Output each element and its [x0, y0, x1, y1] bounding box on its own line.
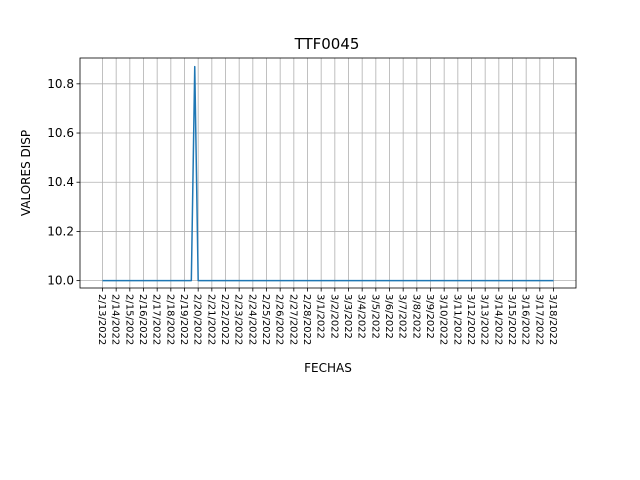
x-tick-label: 2/17/2022	[151, 294, 162, 345]
x-tick-label: 2/20/2022	[192, 294, 203, 345]
plot-frame	[79, 57, 577, 289]
x-tick-label: 3/3/2022	[342, 294, 353, 339]
x-tick-label: 3/18/2022	[547, 294, 558, 345]
series-layer	[102, 65, 554, 282]
x-tick-label: 2/19/2022	[178, 294, 189, 345]
x-tick-label: 3/11/2022	[451, 294, 462, 345]
y-axis-label: VALORES DISP	[19, 130, 33, 216]
x-tick-label: 2/21/2022	[205, 294, 216, 345]
x-tick-label: 2/27/2022	[287, 294, 298, 345]
x-tick-label: 3/15/2022	[506, 294, 517, 345]
x-tick-label: 2/16/2022	[137, 294, 148, 345]
x-tick-label: 2/18/2022	[164, 294, 175, 345]
x-tick-label: 2/24/2022	[246, 294, 257, 345]
y-tick-label: 10.6	[47, 126, 74, 140]
x-tick-label: 2/23/2022	[233, 294, 244, 345]
x-tick-label: 3/8/2022	[410, 294, 421, 339]
y-axis-ticks: 10.0 10.2 10.4 10.6 10.8	[47, 77, 80, 288]
x-axis-ticks: 2/13/2022 2/14/2022 2/15/2022 2/16/2022 2/17…	[96, 288, 558, 345]
x-tick-label: 2/25/2022	[260, 294, 271, 345]
x-tick-label: 3/17/2022	[533, 294, 544, 345]
x-tick-label: 3/14/2022	[492, 294, 503, 345]
x-tick-label: 2/26/2022	[274, 294, 285, 345]
x-tick-label: 3/1/2022	[315, 294, 326, 339]
y-tick-label: 10.2	[47, 224, 74, 238]
x-tick-label: 2/28/2022	[301, 294, 312, 345]
x-axis-label: FECHAS	[304, 361, 352, 375]
x-tick-label: 2/13/2022	[96, 294, 107, 345]
x-tick-label: 2/22/2022	[219, 294, 230, 345]
x-tick-label: 2/14/2022	[110, 294, 121, 345]
x-tick-label: 3/12/2022	[465, 294, 476, 345]
y-tick-label: 10.8	[47, 77, 74, 91]
x-tick-label: 3/2/2022	[328, 294, 339, 339]
x-tick-label: 3/7/2022	[397, 294, 408, 339]
x-tick-label: 2/15/2022	[123, 294, 134, 345]
y-tick-label: 10.4	[47, 175, 74, 189]
x-tick-label: 3/5/2022	[369, 294, 380, 339]
x-tick-label: 3/6/2022	[383, 294, 394, 339]
x-tick-label: 3/10/2022	[438, 294, 449, 345]
x-tick-label: 3/16/2022	[520, 294, 531, 345]
x-tick-label: 3/9/2022	[424, 294, 435, 339]
chart-title: TTF0045	[294, 35, 360, 53]
x-tick-label: 3/13/2022	[479, 294, 490, 345]
grid	[80, 58, 576, 288]
y-tick-label: 10.0	[47, 274, 74, 288]
x-tick-label: 3/4/2022	[356, 294, 367, 339]
series-line	[102, 65, 554, 282]
